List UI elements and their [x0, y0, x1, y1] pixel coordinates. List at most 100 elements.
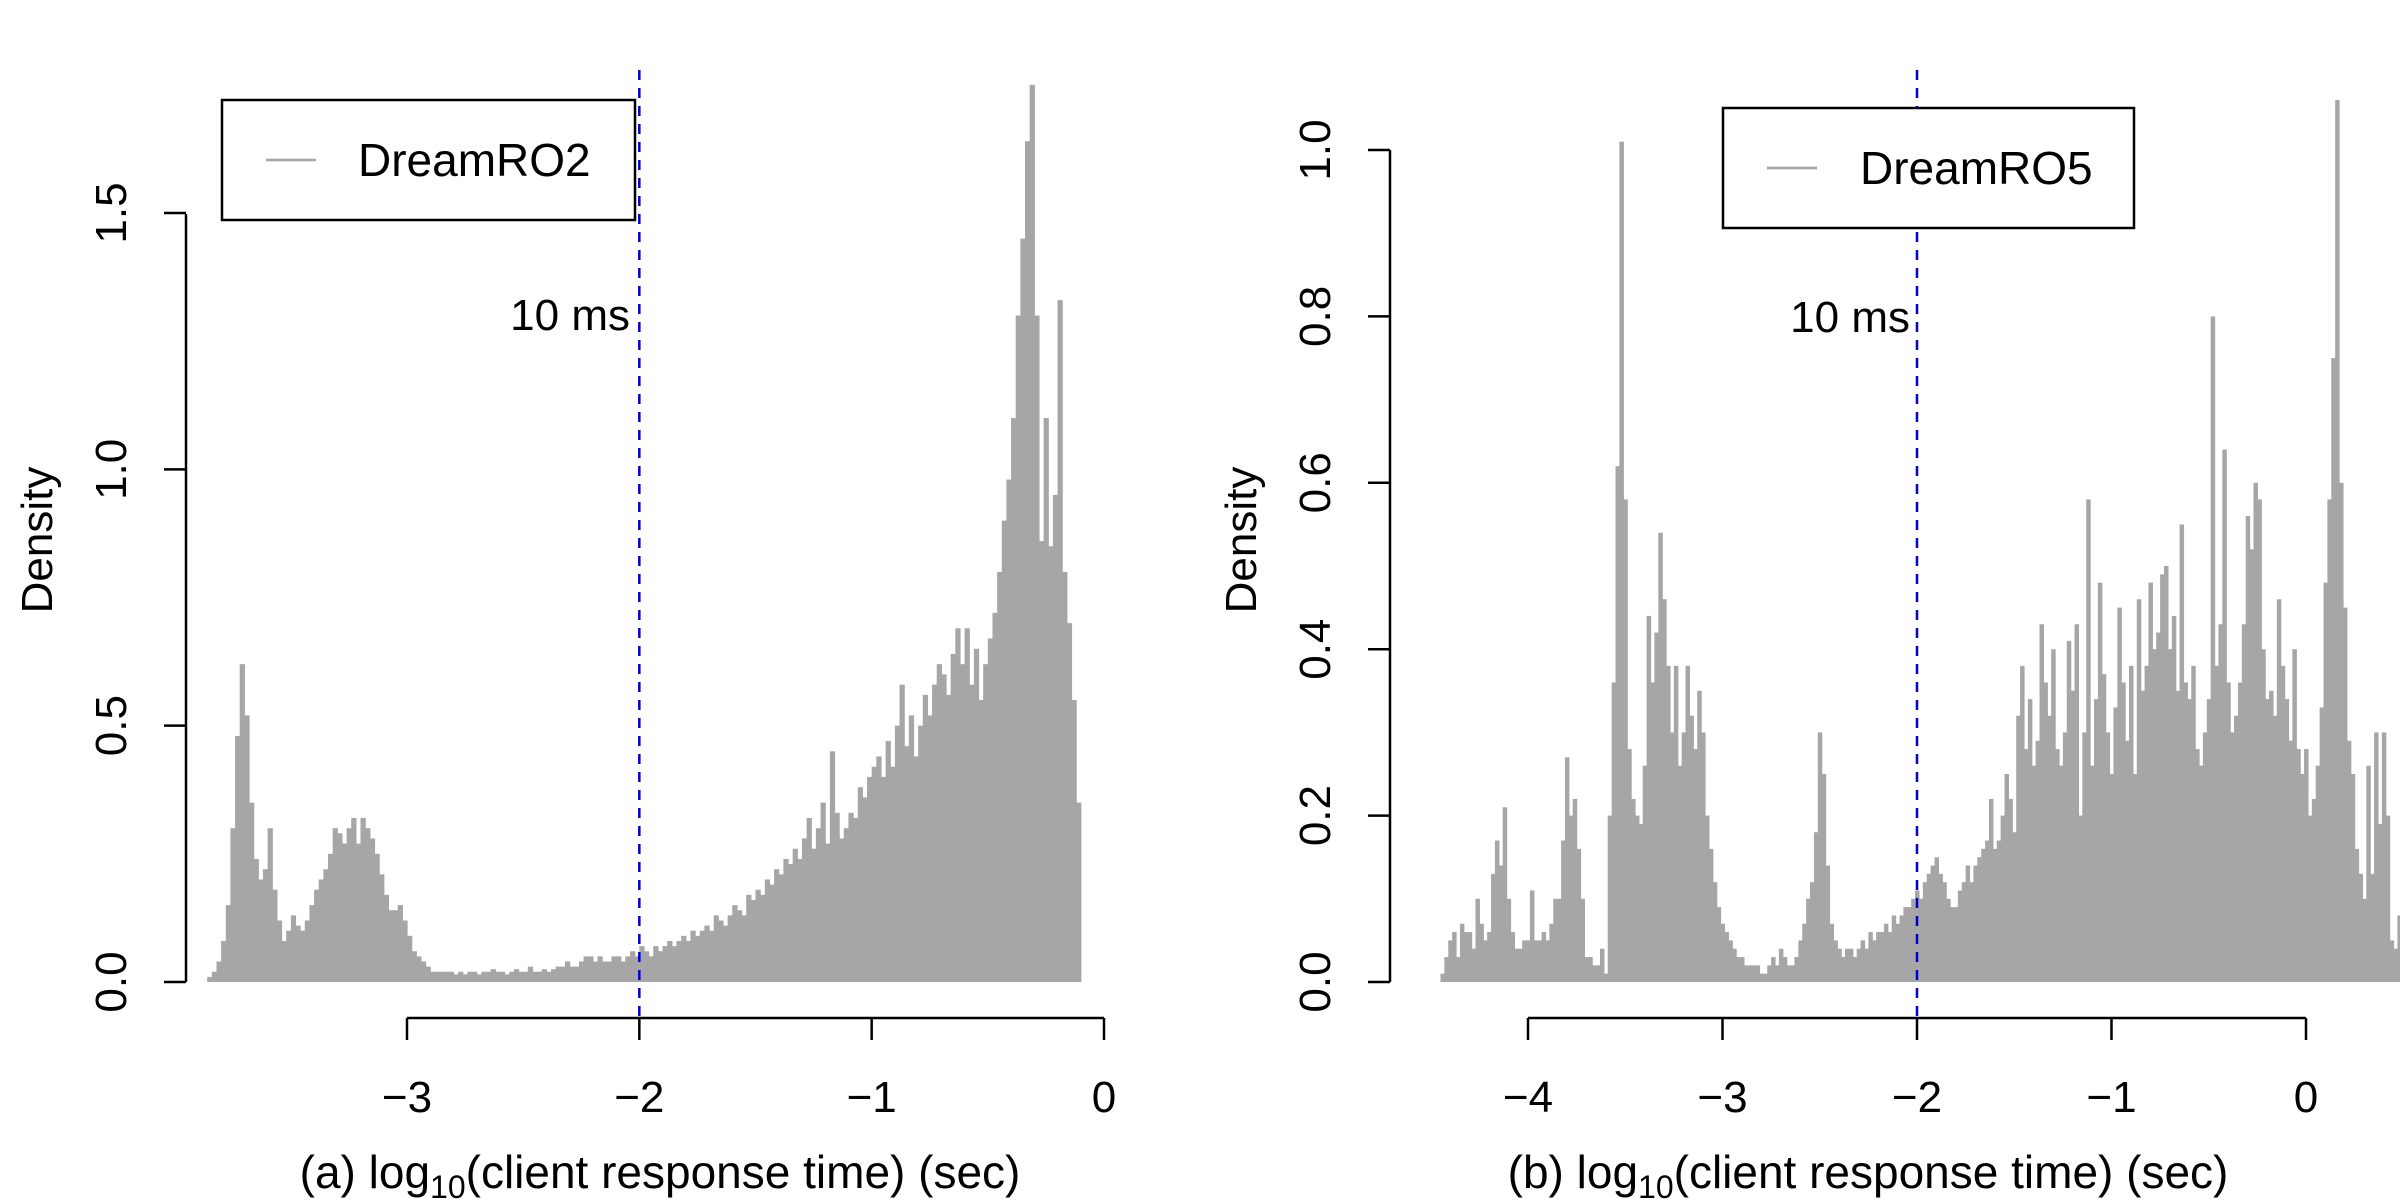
- y-tick-label: 0.0: [87, 951, 136, 1012]
- panel-b-x-label-sub: 10: [1638, 1169, 1674, 1200]
- histogram-bar: [713, 915, 719, 982]
- histogram-bar: [1533, 940, 1539, 982]
- histogram-bar: [2086, 499, 2091, 982]
- histogram-bar: [2350, 774, 2356, 982]
- histogram-bar: [1848, 948, 1854, 982]
- panel-b-x-label: (b) log10(client response time) (sec): [1508, 1146, 2229, 1200]
- histogram-bar: [314, 889, 320, 982]
- histogram-bar: [1669, 732, 1675, 982]
- histogram-bar: [1911, 898, 1916, 982]
- histogram-bar: [2167, 649, 2173, 982]
- histogram-bar: [2039, 624, 2045, 982]
- histogram-bar: [1494, 840, 1500, 982]
- histogram-bar: [1057, 300, 1063, 982]
- histogram-bar: [1015, 315, 1021, 982]
- histogram-bar: [2199, 765, 2204, 982]
- panel-b: 0.0 0.2 0.4 0.6 0.8 1.0 −4 −3 −2 −1 0 10 ms Dream…: [1217, 70, 2400, 1200]
- histogram-bar: [620, 961, 626, 982]
- histogram-bar: [2020, 665, 2025, 982]
- histogram-bar: [402, 920, 408, 982]
- histogram-bar: [2160, 574, 2165, 982]
- panel-b-legend-label: DreamRO5: [1860, 142, 2093, 194]
- histogram-bar: [1887, 932, 1893, 982]
- histogram-bar: [978, 700, 984, 982]
- panel-b-x-label-prefix: (b) log: [1508, 1146, 1638, 1198]
- histogram-bar: [1821, 774, 1827, 982]
- histogram-bar: [1479, 923, 1484, 982]
- histogram-bar: [1526, 940, 1531, 982]
- histogram-bar: [1076, 802, 1082, 982]
- histogram-bar: [1988, 798, 1994, 982]
- histogram-bar: [1681, 732, 1687, 982]
- histogram-bar: [695, 935, 701, 982]
- histogram-bar: [1720, 923, 1726, 982]
- histogram-bar: [2016, 715, 2021, 982]
- histogram-bar: [560, 966, 566, 982]
- histogram-bar: [2129, 665, 2134, 982]
- histogram-bar: [1568, 815, 1574, 982]
- histogram-bar: [341, 843, 348, 982]
- histogram-bar: [439, 971, 445, 982]
- histogram-bar: [2183, 682, 2188, 982]
- x-tick-label: −3: [1697, 1073, 1747, 1122]
- histogram-bar: [2339, 482, 2344, 982]
- histogram-bar: [2101, 674, 2107, 982]
- histogram-bar: [876, 756, 882, 982]
- y-tick-label: 0.2: [1291, 785, 1340, 846]
- histogram-bar: [332, 828, 338, 982]
- histogram-bar: [1965, 865, 1971, 982]
- histogram-bar: [1934, 857, 1939, 982]
- panel-a-y-label: Density: [13, 467, 62, 614]
- histogram-bar: [1798, 940, 1803, 982]
- histogram-bar: [1716, 907, 1722, 982]
- histogram-bar: [2385, 815, 2391, 982]
- histogram-bar: [211, 971, 218, 982]
- histogram-bar: [704, 925, 710, 982]
- histogram-bar: [755, 889, 761, 982]
- histogram-bar: [2304, 749, 2309, 982]
- histogram-bar: [1689, 715, 1694, 982]
- histogram-bar: [653, 946, 659, 982]
- histogram-bar: [964, 628, 970, 982]
- histogram-bar: [1786, 965, 1792, 982]
- histogram-bar: [2366, 765, 2371, 982]
- histogram-bar: [667, 940, 673, 982]
- histogram-bar: [1985, 840, 1990, 982]
- histogram-bar: [1506, 898, 1512, 982]
- histogram-bar: [918, 725, 924, 982]
- histogram-bar: [523, 971, 529, 982]
- histogram-bar: [2109, 774, 2115, 982]
- histogram-bar: [2144, 665, 2150, 982]
- histogram-bar: [1545, 940, 1550, 982]
- histogram-bar: [2156, 632, 2161, 982]
- panel-b-legend: DreamRO5: [1721, 106, 2136, 230]
- histogram-bar: [2055, 749, 2060, 982]
- histogram-bar: [2296, 749, 2301, 982]
- histogram-bar: [420, 961, 427, 982]
- histogram-bar: [1883, 923, 1889, 982]
- histogram-bar: [880, 776, 887, 982]
- panel-a-x-ticks: −3 −2 −1 0: [382, 1018, 1116, 1122]
- histogram-bar: [639, 946, 645, 982]
- histogram-bar: [300, 930, 306, 982]
- histogram-bar: [2140, 690, 2146, 982]
- histogram-bar: [244, 715, 250, 982]
- histogram-bar: [346, 828, 352, 982]
- histogram-bar: [1953, 907, 1959, 982]
- histogram-bar: [499, 971, 506, 982]
- histogram-bar: [2008, 798, 2013, 982]
- histogram-bar: [397, 905, 403, 982]
- histogram-bar: [2031, 765, 2037, 982]
- panel-a-x-label: (a) log10(client response time) (sec): [300, 1146, 1021, 1200]
- histogram-bar: [1969, 882, 1974, 982]
- histogram-bar: [806, 817, 812, 982]
- histogram-bar: [1611, 682, 1617, 982]
- histogram-bar: [1599, 948, 1605, 982]
- histogram-bar: [657, 951, 664, 982]
- histogram-bar: [504, 974, 510, 982]
- histogram-bar: [597, 956, 603, 982]
- histogram-bar: [606, 961, 613, 982]
- histogram-bar: [518, 971, 524, 982]
- histogram-bar: [662, 946, 668, 982]
- histogram-bar: [2288, 740, 2293, 982]
